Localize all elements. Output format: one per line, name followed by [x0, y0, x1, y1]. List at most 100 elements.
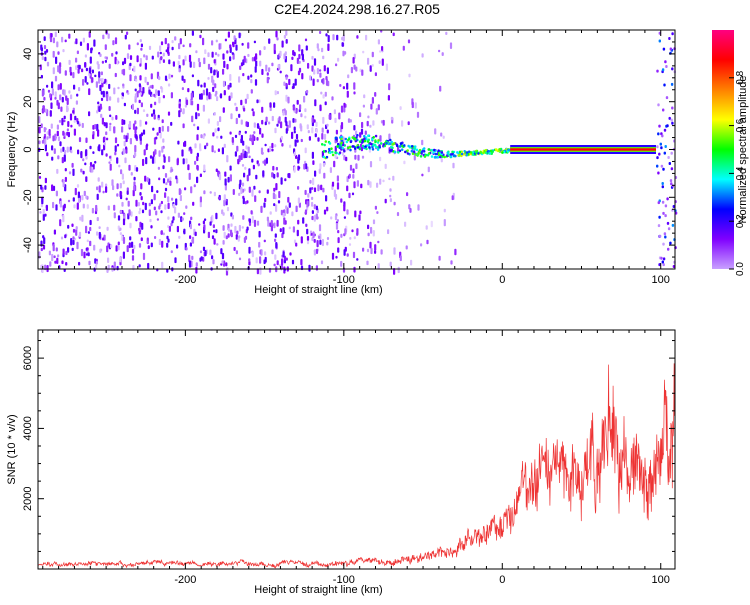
noise-cell [445, 31, 448, 35]
noise-cell [61, 117, 64, 126]
edge-noise-cell [662, 211, 665, 215]
edge-noise-cell [661, 260, 664, 264]
noise-cell [52, 201, 55, 209]
noise-cell [223, 90, 226, 96]
noise-cell [169, 176, 172, 181]
noise-cell [366, 120, 369, 127]
noise-cell [133, 244, 136, 250]
noise-cell [306, 235, 310, 241]
noise-cell [43, 36, 46, 41]
noise-cell [52, 50, 55, 58]
noise-cell [63, 203, 66, 209]
noise-cell [66, 131, 69, 136]
noise-cell [146, 240, 149, 244]
signal-cell [423, 155, 427, 158]
noise-cell [85, 137, 88, 143]
noise-cell [52, 185, 56, 191]
noise-cell [181, 217, 184, 221]
noise-cell [275, 242, 278, 249]
noise-cell [184, 187, 187, 191]
noise-cell [134, 93, 137, 100]
noise-cell [304, 209, 308, 214]
noise-cell [189, 43, 192, 48]
noise-cell [44, 144, 47, 152]
noise-cell [164, 204, 167, 210]
noise-cell [382, 179, 385, 183]
noise-cell [360, 128, 364, 135]
noise-cell [72, 72, 75, 79]
noise-cell [348, 243, 352, 246]
noise-cell [253, 219, 257, 227]
noise-cell [243, 55, 246, 63]
noise-cell [182, 108, 185, 114]
noise-cell [285, 76, 288, 80]
noise-cell [296, 99, 299, 105]
x-tick-label: 100 [652, 274, 670, 286]
noise-cell [238, 113, 241, 118]
noise-cell [62, 214, 65, 223]
noise-cell [256, 137, 259, 141]
noise-cell [367, 224, 370, 230]
noise-cell [279, 228, 282, 233]
noise-cell [280, 121, 283, 129]
noise-cell [226, 63, 229, 70]
noise-cell [313, 119, 316, 123]
noise-cell [252, 111, 255, 117]
noise-cell [314, 133, 317, 138]
noise-cell [222, 53, 225, 60]
noise-cell [126, 53, 130, 59]
noise-cell [85, 67, 88, 72]
signal-cell [356, 134, 359, 137]
noise-cell [371, 64, 374, 67]
noise-cell [273, 50, 276, 55]
noise-cell [339, 84, 342, 87]
noise-cell [42, 244, 46, 250]
noise-cell [273, 187, 276, 192]
noise-cell [96, 193, 99, 200]
noise-cell [287, 196, 290, 203]
noise-cell [46, 136, 49, 140]
noise-cell [300, 259, 303, 266]
noise-cell [317, 184, 320, 192]
noise-cell [243, 107, 246, 112]
noise-cell [346, 82, 349, 90]
noise-cell [119, 232, 122, 236]
noise-cell [50, 102, 53, 109]
noise-cell [322, 94, 325, 99]
noise-cell [113, 212, 116, 219]
noise-cell [392, 175, 395, 181]
noise-cell [167, 111, 171, 116]
noise-cell [39, 211, 42, 214]
noise-cell [271, 62, 274, 67]
colorbar-ticks: 0.00.20.40.60.8 [729, 70, 746, 276]
noise-cell [70, 124, 73, 128]
signal-cell [403, 144, 406, 147]
noise-cell [48, 250, 51, 256]
noise-cell [193, 123, 196, 127]
signal-cell [368, 146, 371, 149]
noise-cell [99, 84, 102, 92]
edge-noise-cell [671, 106, 674, 110]
noise-cell [298, 202, 301, 208]
edge-noise-cell [663, 128, 667, 132]
noise-cell [304, 189, 307, 195]
noise-cell [282, 251, 285, 258]
noise-cell [251, 57, 254, 62]
signal-cell [336, 145, 339, 148]
noise-cell [102, 190, 105, 194]
noise-cell [216, 96, 219, 102]
signal-cell [389, 142, 392, 146]
signal-cell [430, 148, 434, 152]
noise-cell [440, 132, 443, 137]
noise-cell [441, 52, 444, 56]
noise-cell [72, 228, 76, 233]
noise-cell [84, 162, 87, 166]
noise-cell [242, 215, 245, 220]
noise-cell [341, 152, 345, 156]
noise-cell [319, 239, 322, 245]
noise-cell [94, 74, 97, 78]
noise-cell [85, 176, 88, 182]
noise-cell [244, 98, 247, 104]
noise-cell [182, 59, 185, 66]
